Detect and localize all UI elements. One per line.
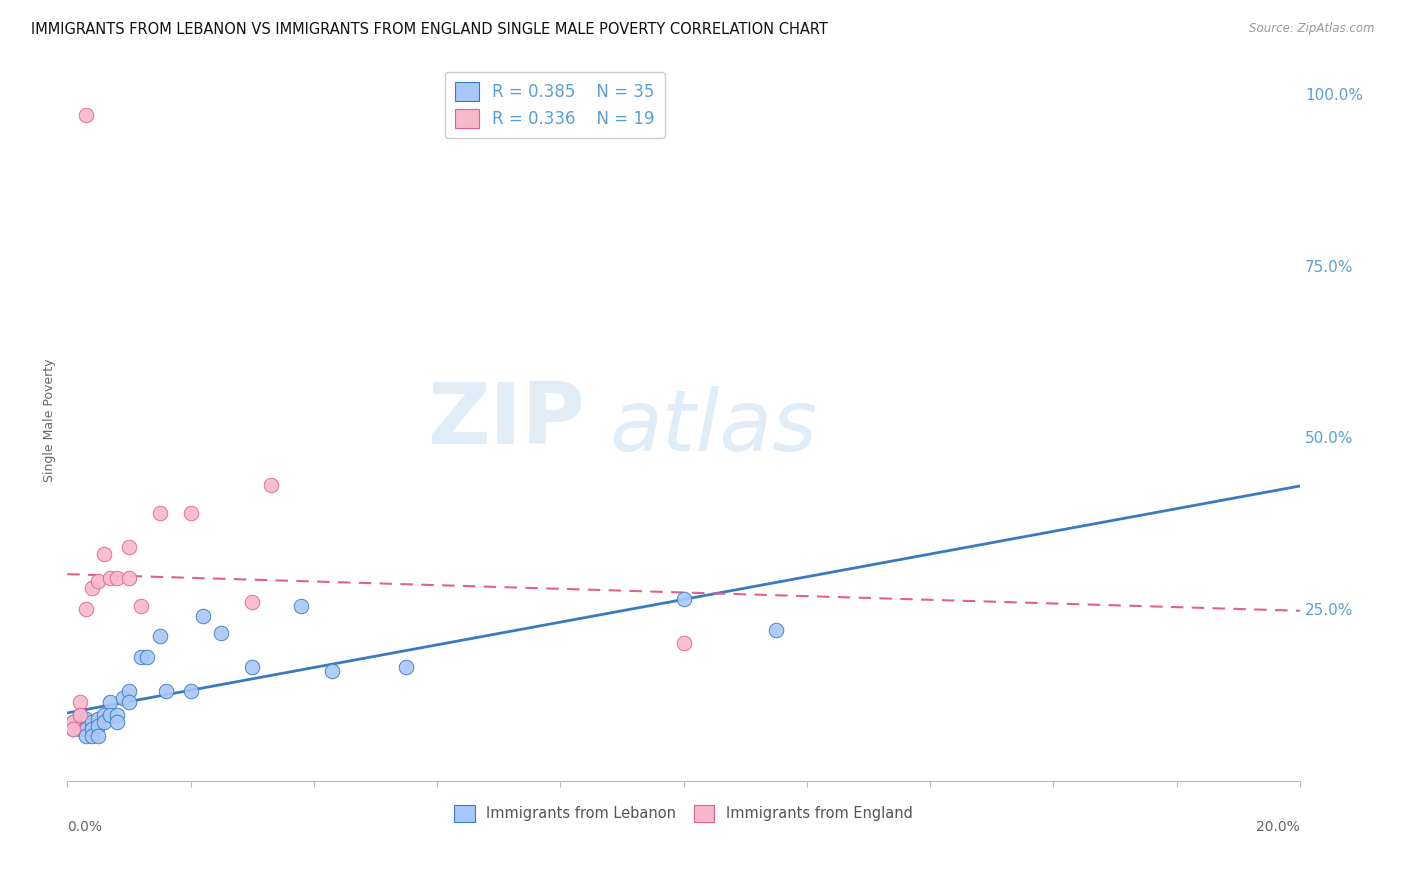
Point — [100, 571, 122, 585]
Point — [209, 626, 232, 640]
Y-axis label: Single Male Poverty: Single Male Poverty — [44, 359, 56, 482]
Text: IMMIGRANTS FROM LEBANON VS IMMIGRANTS FROM ENGLAND SINGLE MALE POVERTY CORRELATI: IMMIGRANTS FROM LEBANON VS IMMIGRANTS FR… — [31, 22, 828, 37]
Point — [105, 715, 128, 730]
Point — [69, 695, 91, 709]
Point — [118, 695, 141, 709]
Point — [765, 623, 787, 637]
Point — [80, 729, 103, 743]
Point — [80, 582, 103, 596]
Point — [105, 708, 128, 723]
Point — [321, 664, 343, 678]
Point — [105, 571, 128, 585]
Point — [118, 540, 141, 554]
Point — [290, 599, 312, 613]
Point — [155, 684, 177, 698]
Point — [191, 608, 214, 623]
Point — [395, 660, 418, 674]
Point — [87, 574, 110, 589]
Point — [118, 684, 141, 698]
Point — [62, 722, 84, 736]
Point — [179, 506, 201, 520]
Point — [75, 722, 97, 736]
Point — [129, 599, 152, 613]
Text: 0.0%: 0.0% — [67, 821, 103, 834]
Point — [69, 708, 91, 723]
Point — [118, 571, 141, 585]
Point — [240, 595, 263, 609]
Point — [149, 629, 172, 643]
Point — [93, 715, 115, 730]
Point — [129, 650, 152, 665]
Point — [100, 695, 122, 709]
Point — [259, 478, 281, 492]
Point — [75, 107, 97, 121]
Point — [80, 722, 103, 736]
Point — [80, 715, 103, 730]
Text: Source: ZipAtlas.com: Source: ZipAtlas.com — [1250, 22, 1375, 36]
Text: ZIP: ZIP — [427, 378, 585, 462]
Point — [93, 547, 115, 561]
Point — [75, 712, 97, 726]
Point — [69, 708, 91, 723]
Point — [240, 660, 263, 674]
Point — [149, 506, 172, 520]
Point — [672, 591, 695, 606]
Point — [93, 708, 115, 723]
Text: 20.0%: 20.0% — [1257, 821, 1301, 834]
Point — [75, 729, 97, 743]
Point — [87, 719, 110, 733]
Legend: Immigrants from Lebanon, Immigrants from England: Immigrants from Lebanon, Immigrants from… — [449, 799, 918, 828]
Point — [62, 722, 84, 736]
Point — [69, 722, 91, 736]
Point — [75, 602, 97, 616]
Point — [62, 715, 84, 730]
Point — [111, 691, 134, 706]
Point — [179, 684, 201, 698]
Point — [100, 708, 122, 723]
Point — [136, 650, 159, 665]
Point — [62, 715, 84, 730]
Text: atlas: atlas — [610, 386, 818, 469]
Point — [87, 729, 110, 743]
Point — [87, 712, 110, 726]
Point — [672, 636, 695, 650]
